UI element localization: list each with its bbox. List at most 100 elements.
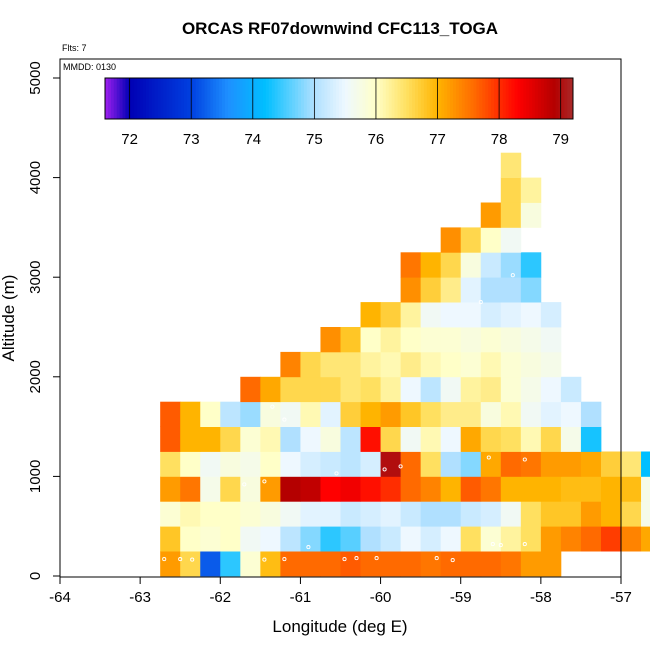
heatmap-cell <box>300 551 321 577</box>
heatmap-cell <box>621 526 642 552</box>
colorbar-swatch <box>453 78 457 119</box>
colorbar-swatch <box>245 78 249 119</box>
heatmap-cell <box>200 476 221 502</box>
heatmap-cell <box>500 451 522 477</box>
heatmap-cell <box>220 451 241 477</box>
heatmap-cell <box>440 401 462 427</box>
heatmap-cell <box>240 401 261 427</box>
colorbar-swatch <box>318 78 322 119</box>
colorbar-swatch <box>496 78 501 119</box>
y-tick-label: 5000 <box>27 61 44 94</box>
colorbar-swatch <box>514 78 518 119</box>
heatmap-cell <box>240 476 261 502</box>
colorbar-swatch <box>306 78 311 119</box>
colorbar-swatch <box>134 78 138 119</box>
colorbar-swatch <box>555 78 559 119</box>
heatmap-cell <box>600 501 622 527</box>
colorbar-swatch <box>467 78 472 119</box>
heatmap-cell <box>460 327 482 353</box>
heatmap-cell <box>340 451 361 477</box>
y-tick-label: 0 <box>27 572 44 580</box>
heatmap-cell <box>420 476 442 502</box>
heatmap-cell <box>380 426 402 452</box>
heatmap-cell <box>320 327 341 353</box>
colorbar-swatch <box>227 78 232 119</box>
colorbar-swatch <box>163 78 167 119</box>
heatmap-cell <box>380 327 402 353</box>
colorbar-swatch <box>178 78 182 119</box>
sample-point <box>450 558 455 563</box>
heatmap-cell <box>480 451 502 477</box>
colorbar-swatch <box>295 78 299 119</box>
heatmap-cell <box>340 426 361 452</box>
colorbar-swatch <box>450 78 454 119</box>
colorbar-swatch <box>508 78 513 119</box>
heatmap-cell <box>380 451 402 477</box>
colorbar-swatch <box>447 78 451 119</box>
heatmap-cell <box>340 476 361 502</box>
heatmap-cell <box>200 501 221 527</box>
heatmap-cell <box>160 501 181 527</box>
colorbar-swatch <box>412 78 416 119</box>
heatmap-cell <box>340 501 361 527</box>
heatmap-cell <box>380 351 402 378</box>
colorbar-swatch <box>485 78 489 119</box>
colorbar-swatch <box>552 78 556 119</box>
heatmap-cell <box>360 476 381 502</box>
colorbar-swatch <box>365 78 369 119</box>
colorbar-swatch <box>353 78 358 119</box>
colorbar-swatch <box>175 78 179 119</box>
heatmap-cell <box>280 426 301 452</box>
heatmap-cell <box>621 451 642 477</box>
sample-point <box>498 543 503 548</box>
colorbar-swatch <box>534 78 539 119</box>
heatmap-cell <box>500 252 522 278</box>
heatmap-cell <box>600 476 622 502</box>
heatmap-cell <box>440 351 462 378</box>
heatmap-cell <box>400 327 422 353</box>
heatmap-cell <box>420 501 442 527</box>
colorbar-swatch <box>236 78 241 119</box>
heatmap-cell <box>440 252 462 278</box>
heatmap-cell <box>200 401 221 427</box>
colorbar-swatch <box>394 78 398 119</box>
heatmap-cell <box>300 376 321 403</box>
colorbar-swatch <box>432 78 437 119</box>
colorbar-swatch <box>429 78 434 119</box>
colorbar-swatch <box>347 78 352 119</box>
sample-point <box>374 556 379 561</box>
heatmap-cell <box>520 526 542 552</box>
heatmap-cell <box>260 526 281 552</box>
colorbar-swatch <box>166 78 170 119</box>
heatmap-cell <box>360 526 381 552</box>
heatmap-cells <box>160 152 650 577</box>
colorbar-swatch <box>546 78 551 119</box>
heatmap-cell <box>641 476 650 502</box>
colorbar-swatch <box>110 78 115 119</box>
colorbar-swatch <box>119 78 124 119</box>
heatmap-cell <box>260 426 281 452</box>
heatmap-cell <box>580 501 602 527</box>
heatmap-cell <box>260 376 281 403</box>
heatmap-cell <box>400 501 422 527</box>
colorbar-swatch <box>107 78 112 119</box>
colorbar-swatch <box>292 78 296 119</box>
heatmap-cell <box>460 277 482 303</box>
heatmap-cell <box>520 401 542 427</box>
heatmap-cell <box>540 526 562 552</box>
heatmap-cell <box>500 401 522 427</box>
heatmap-cell <box>540 451 562 477</box>
heatmap-cell <box>480 476 502 502</box>
heatmap-cell <box>460 401 482 427</box>
heatmap-cell <box>160 551 181 577</box>
heatmap-cell <box>460 501 482 527</box>
colorbar-swatch <box>201 78 205 119</box>
colorbar-swatch <box>461 78 466 119</box>
heatmap-cell <box>260 551 281 577</box>
heatmap-cell <box>560 426 582 452</box>
heatmap-cell <box>360 451 381 477</box>
colorbar-swatch <box>341 78 346 119</box>
heatmap-cell <box>500 376 522 403</box>
heatmap-cell <box>420 327 442 353</box>
heatmap-cell <box>560 451 582 477</box>
